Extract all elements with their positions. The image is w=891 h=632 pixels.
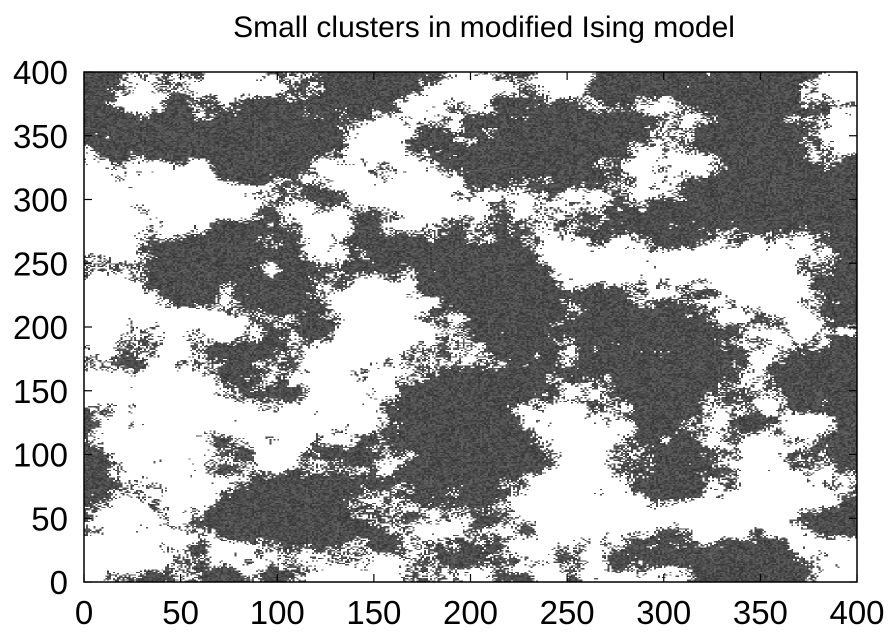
x-tick-label: 350 [733,594,788,631]
x-tick-label: 200 [443,594,498,631]
y-tick-label: 350 [13,118,68,155]
chart-title: Small clusters in modified Ising model [233,11,735,44]
y-tick-label: 200 [13,309,68,346]
y-tick-label: 300 [13,182,68,219]
y-tick-label: 400 [13,54,68,91]
x-axis: 0 50 100 150 200 250 300 350 400 [75,594,885,631]
y-axis: 0 50 100 150 200 250 300 350 400 [13,54,68,601]
plot-frame [83,71,858,583]
y-tick-label: 50 [31,500,68,537]
x-tick-label: 400 [829,594,884,631]
spin-lattice-heatmap [84,72,857,582]
tick-marks [83,71,858,583]
y-tick-label: 150 [13,373,68,410]
x-tick-label: 250 [540,594,595,631]
x-tick-label: 100 [250,594,305,631]
y-tick-label: 0 [50,564,68,601]
x-tick-label: 50 [162,594,199,631]
x-tick-label: 0 [75,594,93,631]
y-tick-label: 250 [13,245,68,282]
x-tick-label: 150 [346,594,401,631]
x-tick-label: 300 [636,594,691,631]
y-tick-label: 100 [13,437,68,474]
